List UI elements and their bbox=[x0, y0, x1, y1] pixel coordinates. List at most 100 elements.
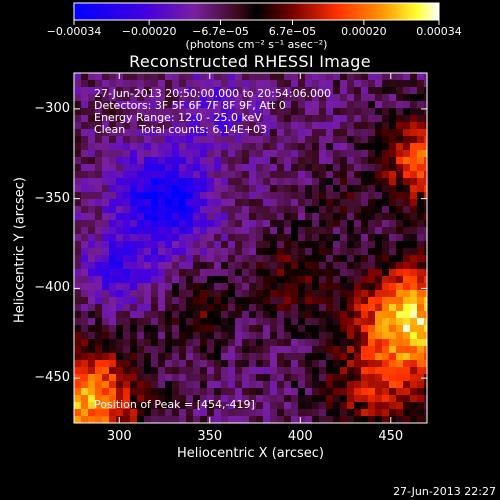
heatmap-cell bbox=[137, 353, 145, 361]
heatmap-cell bbox=[375, 276, 383, 284]
heatmap-cell bbox=[130, 108, 138, 116]
heatmap-cell bbox=[354, 115, 362, 123]
heatmap-cell bbox=[88, 157, 96, 165]
heatmap-cell bbox=[137, 402, 145, 410]
heatmap-cell bbox=[214, 80, 222, 88]
heatmap-cell bbox=[403, 262, 411, 270]
heatmap-cell bbox=[403, 395, 411, 403]
heatmap-cell bbox=[319, 192, 327, 200]
heatmap-cell bbox=[368, 192, 376, 200]
heatmap-cell bbox=[200, 332, 208, 340]
heatmap-cell bbox=[403, 325, 411, 333]
heatmap-cell bbox=[347, 346, 355, 354]
heatmap-cell bbox=[361, 129, 369, 137]
heatmap-cell bbox=[389, 395, 397, 403]
heatmap-cell bbox=[326, 234, 334, 242]
heatmap-cell bbox=[228, 353, 236, 361]
heatmap-cell bbox=[221, 318, 229, 326]
heatmap-cell bbox=[144, 374, 152, 382]
heatmap-cell bbox=[95, 318, 103, 326]
heatmap-cell bbox=[186, 360, 194, 368]
heatmap-cell bbox=[361, 122, 369, 130]
heatmap-cell bbox=[270, 227, 278, 235]
heatmap-cell bbox=[88, 80, 96, 88]
heatmap-cell bbox=[375, 269, 383, 277]
heatmap-cell bbox=[305, 297, 313, 305]
heatmap-cell bbox=[214, 409, 222, 417]
heatmap-cell bbox=[123, 283, 131, 291]
heatmap-cell bbox=[298, 80, 306, 88]
heatmap-cell bbox=[340, 164, 348, 172]
heatmap-cell bbox=[333, 325, 341, 333]
heatmap-cell bbox=[81, 171, 89, 179]
heatmap-cell bbox=[116, 388, 124, 396]
heatmap-cell bbox=[249, 318, 257, 326]
heatmap-cell bbox=[165, 192, 173, 200]
heatmap-cell bbox=[186, 325, 194, 333]
y-axis-label: Heliocentric Y (arcsec) bbox=[12, 177, 28, 323]
heatmap-cell bbox=[207, 374, 215, 382]
heatmap-cell bbox=[207, 353, 215, 361]
heatmap-cell bbox=[368, 283, 376, 291]
heatmap-cell bbox=[81, 164, 89, 172]
heatmap-cell bbox=[319, 381, 327, 389]
heatmap-cell bbox=[298, 206, 306, 214]
heatmap-cell bbox=[319, 241, 327, 249]
heatmap-cell bbox=[193, 409, 201, 417]
heatmap-cell bbox=[298, 311, 306, 319]
heatmap-cell bbox=[256, 283, 264, 291]
heatmap-cell bbox=[95, 136, 103, 144]
heatmap-cell bbox=[109, 80, 117, 88]
heatmap-cell bbox=[109, 318, 117, 326]
heatmap-cell bbox=[102, 283, 110, 291]
heatmap-cell bbox=[319, 94, 327, 102]
heatmap-cell bbox=[179, 353, 187, 361]
heatmap-cell bbox=[375, 241, 383, 249]
heatmap-cell bbox=[228, 332, 236, 340]
heatmap-cell bbox=[214, 381, 222, 389]
heatmap-cell bbox=[151, 388, 159, 396]
heatmap-cell bbox=[207, 115, 215, 123]
heatmap-cell bbox=[214, 136, 222, 144]
heatmap-cell bbox=[130, 325, 138, 333]
heatmap-cell bbox=[130, 353, 138, 361]
heatmap-cell bbox=[151, 332, 159, 340]
heatmap-cell bbox=[403, 101, 411, 109]
heatmap-cell bbox=[200, 269, 208, 277]
heatmap-cell bbox=[424, 129, 427, 137]
heatmap-cell bbox=[200, 311, 208, 319]
heatmap-cell bbox=[249, 269, 257, 277]
heatmap-cell bbox=[158, 388, 166, 396]
heatmap-cell bbox=[340, 325, 348, 333]
heatmap-cell bbox=[116, 108, 124, 116]
heatmap-cell bbox=[333, 115, 341, 123]
heatmap-cell bbox=[158, 206, 166, 214]
heatmap-cell bbox=[256, 262, 264, 270]
heatmap-cell bbox=[389, 87, 397, 95]
heatmap-cell bbox=[74, 178, 82, 186]
heatmap-cell bbox=[298, 129, 306, 137]
heatmap-cell bbox=[382, 206, 390, 214]
heatmap-cell bbox=[95, 360, 103, 368]
heatmap-cell bbox=[95, 374, 103, 382]
heatmap-cell bbox=[221, 122, 229, 130]
heatmap-cell bbox=[340, 87, 348, 95]
heatmap-cell bbox=[417, 122, 425, 130]
heatmap-cell bbox=[256, 157, 264, 165]
heatmap-cell bbox=[277, 234, 285, 242]
heatmap-cell bbox=[277, 388, 285, 396]
heatmap-cell bbox=[172, 108, 180, 116]
heatmap-cell bbox=[382, 346, 390, 354]
heatmap-cell bbox=[389, 199, 397, 207]
heatmap-cell bbox=[375, 339, 383, 347]
heatmap-cell bbox=[172, 220, 180, 228]
heatmap-cell bbox=[277, 297, 285, 305]
heatmap-cell bbox=[312, 269, 320, 277]
heatmap-cell bbox=[375, 199, 383, 207]
heatmap-cell bbox=[151, 276, 159, 284]
heatmap-cell bbox=[389, 178, 397, 186]
heatmap-cell bbox=[256, 290, 264, 298]
heatmap-cell bbox=[249, 353, 257, 361]
heatmap-cell bbox=[403, 255, 411, 263]
